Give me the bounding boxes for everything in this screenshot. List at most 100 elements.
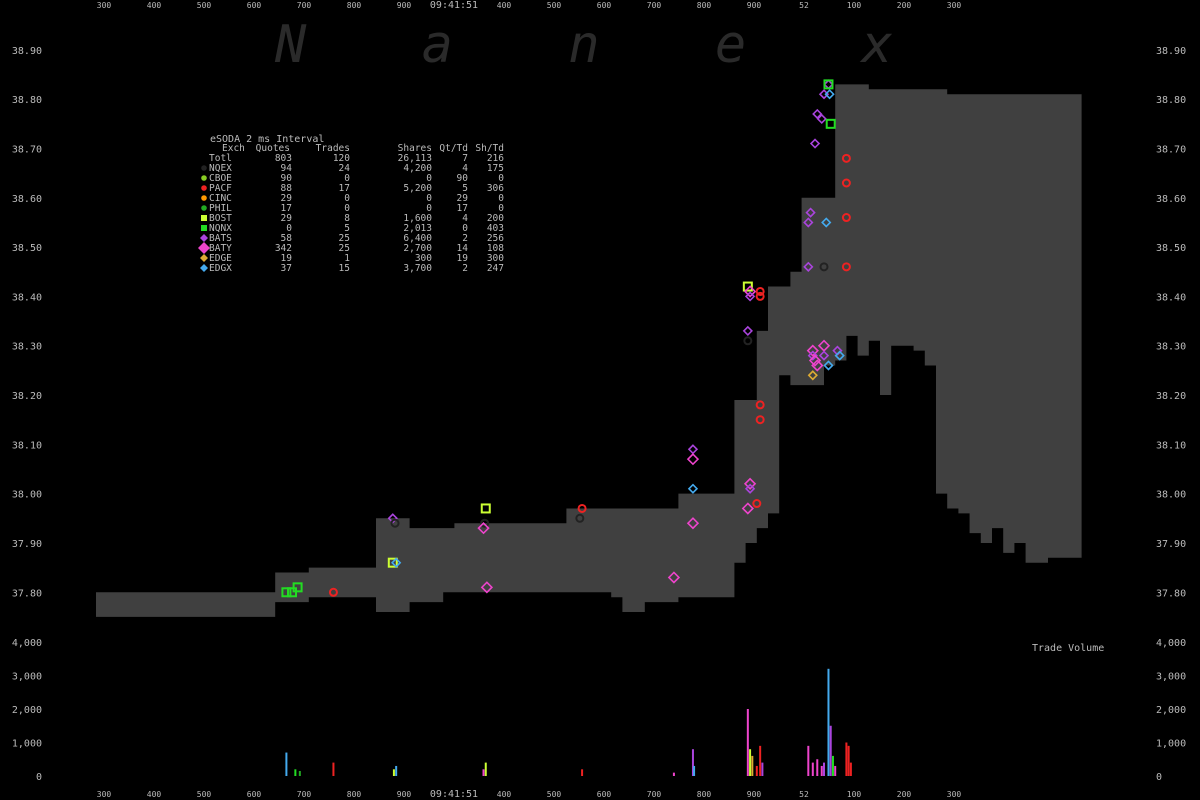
time-tick-label: 400 <box>497 1 512 10</box>
legend-cell-sh_td: 403 <box>487 223 504 234</box>
legend-cell-exch: PHIL <box>209 203 232 214</box>
time-tick-label: 500 <box>547 790 562 799</box>
legend-cell-quotes: 94 <box>281 163 293 174</box>
time-tick-label: 400 <box>147 1 162 10</box>
legend-cell-trades: 8 <box>344 213 350 224</box>
quote-marker <box>805 207 816 218</box>
time-tick-label: 52 <box>799 790 809 799</box>
volume-bar <box>823 762 825 776</box>
quote-marker <box>686 453 700 466</box>
quote-marker <box>841 178 851 188</box>
volume-bar <box>820 765 823 776</box>
legend-cell-sh_td: 256 <box>487 233 504 244</box>
legend-cell-sh_td: 216 <box>487 153 504 164</box>
quote-marker <box>480 518 490 528</box>
quote-marker <box>687 483 699 494</box>
legend-header: Shares <box>398 143 432 154</box>
legend-swatch <box>201 215 207 221</box>
legend-cell-sh_td: 0 <box>498 193 504 204</box>
volume-bar <box>759 745 762 776</box>
quote-marker <box>823 79 834 90</box>
time-tick-label: 600 <box>247 1 262 10</box>
legend-cell-shares: 1,600 <box>403 213 432 224</box>
volume-bar <box>845 742 848 776</box>
quote-marker <box>823 360 834 371</box>
legend-cell-sh_td: 306 <box>487 183 504 194</box>
volume-bar <box>395 765 398 776</box>
volume-tick-label: 1,000 <box>12 739 42 750</box>
volume-bar <box>761 762 764 776</box>
volume-bars <box>285 668 852 776</box>
quote-marker <box>387 557 398 568</box>
time-tick-label: 700 <box>647 790 662 799</box>
quote-marker <box>824 89 835 100</box>
time-tick-label: 500 <box>197 1 212 10</box>
legend-cell-trades: 0 <box>344 193 350 204</box>
price-tick-label: 38.00 <box>12 490 42 501</box>
legend-header: Quotes <box>256 143 290 154</box>
legend-swatch <box>200 234 208 242</box>
legend-cell-shares: 3,700 <box>403 263 432 274</box>
volume-bar <box>834 765 837 776</box>
legend-cell-sh_td: 200 <box>487 213 504 224</box>
time-tick-label: 900 <box>397 790 412 799</box>
price-tick-label: 38.30 <box>1156 342 1186 353</box>
time-axis-bottom: 300 400 500 600 700 800 900 09:41:51 400 500 600 70… <box>97 789 962 800</box>
legend-header: Exch <box>222 143 245 154</box>
time-tick-label: 200 <box>897 790 912 799</box>
price-tick-label: 37.80 <box>1156 588 1186 599</box>
volume-bar <box>751 755 754 776</box>
legend-cell-shares: 26,113 <box>398 153 432 164</box>
volume-bar <box>829 725 832 776</box>
quote-marker <box>686 517 700 530</box>
legend-cell-exch: BATS <box>209 233 232 244</box>
quote-marker <box>806 344 819 357</box>
price-tick-label: 38.20 <box>12 391 42 402</box>
legend-swatch <box>200 254 208 262</box>
time-tick-label: 700 <box>647 1 662 10</box>
legend-swatch <box>201 195 207 201</box>
price-tick-label: 38.60 <box>1156 194 1186 205</box>
quote-marker <box>807 370 818 381</box>
quote-marker <box>841 153 851 163</box>
legend-cell-qt_td: 4 <box>462 163 468 174</box>
volume-bar <box>746 709 749 776</box>
price-axis-left: 38.90 38.80 38.70 38.60 38.50 38.40 38.30 38.20… <box>12 46 42 599</box>
price-tick-label: 38.80 <box>12 95 42 106</box>
legend-cell-trades: 25 <box>339 243 350 254</box>
price-tick-label: 38.60 <box>12 194 42 205</box>
legend-cell-quotes: 342 <box>275 243 292 254</box>
legend-cell-trades: 5 <box>344 223 350 234</box>
legend-cell-exch: NQEX <box>209 163 232 174</box>
quote-marker <box>743 477 757 490</box>
legend-cell-quotes: 58 <box>281 233 293 244</box>
quote-marker <box>741 502 754 515</box>
legend-cell-quotes: 37 <box>281 263 292 274</box>
legend-cell-shares: 2,013 <box>403 223 432 234</box>
quote-marker <box>391 557 402 568</box>
time-tick-label: 300 <box>947 1 962 10</box>
spread-polygon <box>96 84 1082 617</box>
volume-bar <box>827 668 830 776</box>
legend-cell-exch: BOST <box>209 213 232 224</box>
price-tick-label: 38.10 <box>12 440 42 451</box>
quote-marker <box>744 291 756 302</box>
legend-cell-qt_td: 4 <box>462 213 468 224</box>
volume-tick-label: 3,000 <box>12 672 42 683</box>
quote-marker <box>803 217 814 228</box>
legend-swatch <box>201 205 207 211</box>
legend-swatch <box>201 165 207 171</box>
legend-cell-sh_td: 300 <box>487 253 504 264</box>
volume-bar <box>484 762 487 776</box>
time-tick-label: 600 <box>597 790 612 799</box>
quote-marker <box>819 262 829 272</box>
price-tick-label: 38.00 <box>1156 490 1186 501</box>
time-tick-label: 500 <box>547 1 562 10</box>
volume-bar <box>807 745 810 776</box>
price-tick-label: 37.90 <box>12 539 42 550</box>
legend-cell-sh_td: 247 <box>487 263 504 274</box>
volume-bar <box>581 769 584 776</box>
time-tick-label: 300 <box>97 790 112 799</box>
quote-markers <box>281 79 851 598</box>
